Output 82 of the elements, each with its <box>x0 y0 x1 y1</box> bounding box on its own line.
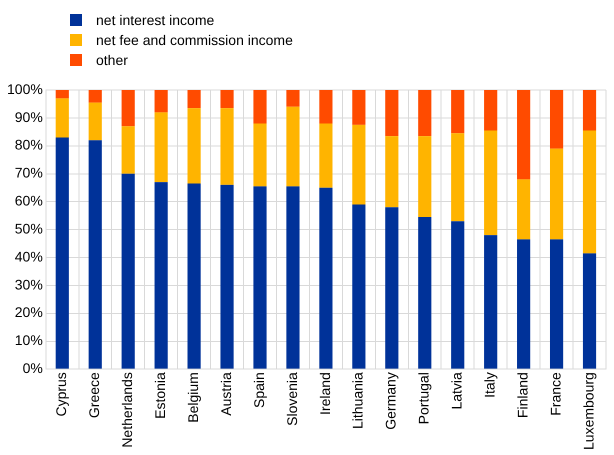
bar <box>484 235 498 369</box>
bar <box>253 90 267 124</box>
bar <box>154 112 168 182</box>
x-tick-label: Spain <box>250 372 267 408</box>
x-tick-label: Netherlands <box>119 372 136 448</box>
bar <box>451 221 464 369</box>
bar <box>319 90 332 124</box>
y-tick-label: 0% <box>22 360 43 376</box>
bar <box>352 204 366 369</box>
bar <box>286 90 300 107</box>
bar <box>188 108 201 184</box>
bar <box>385 90 398 136</box>
bar <box>517 90 530 180</box>
bar <box>582 253 596 369</box>
x-tick-label: Luxembourg <box>580 372 596 450</box>
x-tick-label: Slovenia <box>284 372 300 426</box>
bar <box>56 90 69 98</box>
bar <box>88 90 102 103</box>
y-tick-label: 10% <box>14 332 43 348</box>
bar <box>418 90 432 136</box>
y-tick-label: 40% <box>14 248 43 264</box>
y-tick-label: 80% <box>14 136 43 153</box>
bar <box>220 184 234 369</box>
bar <box>582 90 596 130</box>
bar <box>352 124 366 204</box>
x-tick-label: Estonia <box>152 372 168 419</box>
bar <box>550 239 564 369</box>
x-tick-label: Austria <box>218 372 234 416</box>
y-tick-label: 30% <box>14 276 43 292</box>
bar <box>286 106 300 186</box>
x-tick-label: Cyprus <box>53 372 70 417</box>
x-tick-label: Finland <box>514 372 530 418</box>
bar <box>220 90 234 108</box>
x-tick-label: France <box>547 372 564 416</box>
x-tick-label: Belgium <box>184 372 201 423</box>
bar <box>188 184 201 369</box>
y-tick-label: 20% <box>14 304 43 320</box>
bar <box>352 90 366 125</box>
bar <box>122 174 135 369</box>
y-tick-label: 70% <box>14 164 43 181</box>
bar <box>286 186 300 369</box>
bar <box>319 188 332 369</box>
bar <box>154 90 168 112</box>
bar <box>56 98 69 138</box>
bar <box>88 140 102 369</box>
bar <box>484 90 498 130</box>
legend-label: other <box>96 52 128 68</box>
bar <box>484 130 498 236</box>
legend-label: net fee and commission income <box>96 32 293 48</box>
bar <box>517 179 530 240</box>
bar <box>517 239 530 369</box>
bar <box>122 126 135 174</box>
bar <box>56 137 69 369</box>
bar <box>88 102 102 140</box>
bar <box>253 124 267 186</box>
legend-label: net interest income <box>96 12 214 28</box>
y-tick-label: 50% <box>14 220 43 236</box>
x-tick-label: Portugal <box>416 372 432 424</box>
bar <box>550 90 564 149</box>
bar <box>385 207 398 369</box>
bar <box>253 186 267 369</box>
x-tick-label: Lithuania <box>350 372 366 429</box>
x-tick-label: Ireland <box>316 372 333 415</box>
bar <box>122 90 135 126</box>
x-tick-label: Greece <box>86 372 102 418</box>
x-tick-label: Italy <box>482 372 498 398</box>
x-tick-label: Germany <box>382 372 399 430</box>
bar <box>451 133 464 222</box>
x-tick-label: Latvia <box>448 372 465 410</box>
bar <box>418 136 432 218</box>
bar <box>385 136 398 208</box>
y-tick-label: 60% <box>14 192 43 209</box>
bar <box>220 108 234 185</box>
bar <box>319 124 332 188</box>
bar <box>550 148 564 240</box>
y-tick-label: 100% <box>6 80 43 97</box>
bar <box>188 90 201 108</box>
bar <box>582 130 596 254</box>
bar <box>418 217 432 369</box>
y-tick-label: 90% <box>14 108 43 125</box>
bar <box>154 182 168 369</box>
bar <box>451 90 464 134</box>
